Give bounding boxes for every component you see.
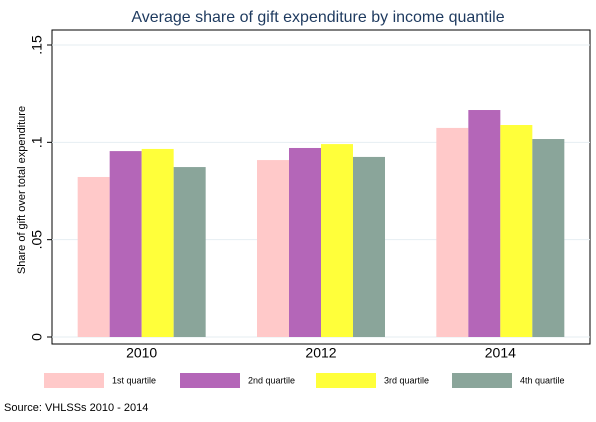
source-note: Source: VHLSSs 2010 - 2014 (4, 402, 148, 414)
bar (289, 147, 321, 337)
y-tick-label: .15 (29, 35, 45, 55)
bar (500, 125, 533, 338)
y-tick-label: .05 (29, 230, 45, 250)
x-tick-label: 2014 (485, 345, 516, 361)
bar (353, 156, 385, 337)
bar (468, 110, 501, 337)
bar (321, 144, 353, 337)
legend-swatch (44, 373, 104, 388)
bar (141, 148, 174, 337)
y-tick-label: .1 (29, 136, 45, 148)
y-tick-label: 0 (29, 333, 45, 341)
legend-label: 3rd quartile (384, 375, 429, 385)
legend-swatch (180, 373, 240, 388)
bar (77, 176, 110, 337)
bar (257, 160, 289, 337)
plot-frame (51, 29, 591, 345)
legend-label: 4th quartile (520, 375, 565, 385)
x-tick-label: 2012 (305, 345, 336, 361)
chart-title: Average share of gift expenditure by inc… (131, 9, 504, 26)
legend-label: 2nd quartile (248, 375, 295, 385)
bar (173, 167, 206, 337)
y-axis-label: Share of gift over total expenditure (16, 106, 28, 274)
legend-label: 1st quartile (112, 375, 156, 385)
bar (532, 139, 565, 337)
bar (436, 127, 469, 337)
legend-swatch (452, 373, 512, 388)
legend-swatch (316, 373, 376, 388)
x-tick-label: 2010 (126, 345, 157, 361)
bar (109, 151, 142, 337)
